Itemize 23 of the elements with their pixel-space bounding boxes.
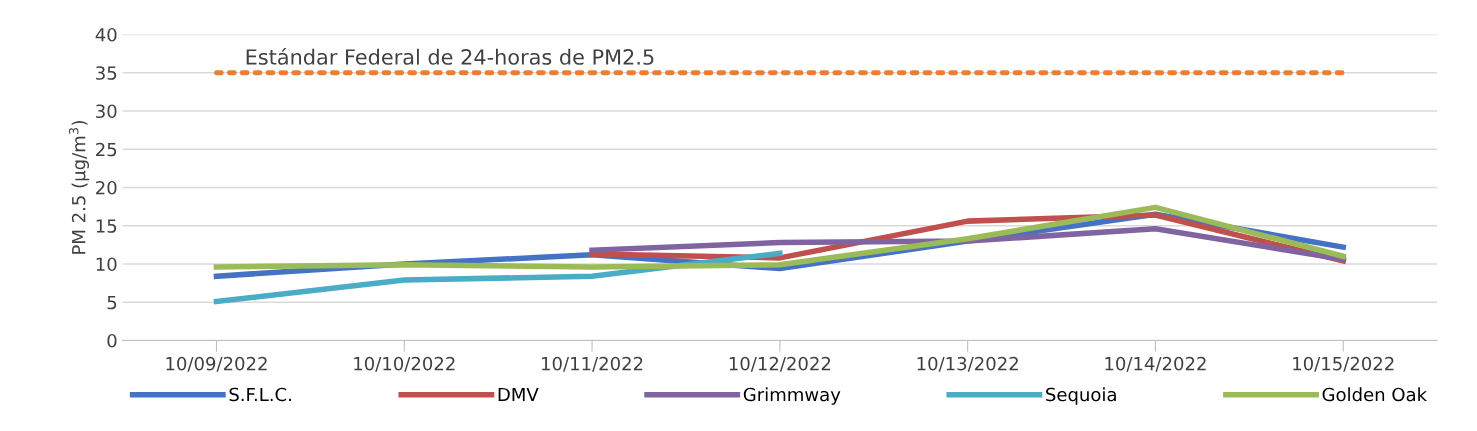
y-tick-label: 35 [96, 66, 117, 80]
legend-label: Grimmway [743, 387, 841, 405]
legend-label: Golden Oak [1322, 387, 1428, 402]
x-tick-label: 10/14/2022 [1105, 356, 1206, 372]
y-tick-label: 40 [95, 27, 117, 42]
x-tick-label: 10/15/2022 [1293, 356, 1394, 372]
y-tick-label: 30 [96, 104, 117, 119]
x-tick-label: 10/13/2022 [917, 356, 1018, 372]
y-tick-label: 15 [96, 219, 117, 233]
x-tick-label: 10/12/2022 [729, 356, 831, 372]
y-tick-label: 10 [96, 257, 117, 272]
legend-label: Sequoia [1046, 387, 1116, 405]
y-tick-label: 5 [107, 295, 117, 310]
y-tick-label: 25 [96, 142, 117, 157]
x-tick-label: 10/10/2022 [354, 356, 455, 372]
ref-line-label: Estándar Federal de 24-horas de PM2.5 [246, 47, 654, 65]
legend-label: DMV [498, 387, 539, 402]
y-axis-title: PM 2.5 (µg/m$^{3}$) [68, 121, 90, 254]
y-tick-label: 20 [96, 180, 117, 195]
y-tick-label: 0 [107, 333, 117, 348]
x-tick-label: 10/09/2022 [166, 356, 267, 372]
legend-label: S.F.L.C. [229, 387, 291, 402]
x-tick-label: 10/11/2022 [542, 356, 643, 372]
